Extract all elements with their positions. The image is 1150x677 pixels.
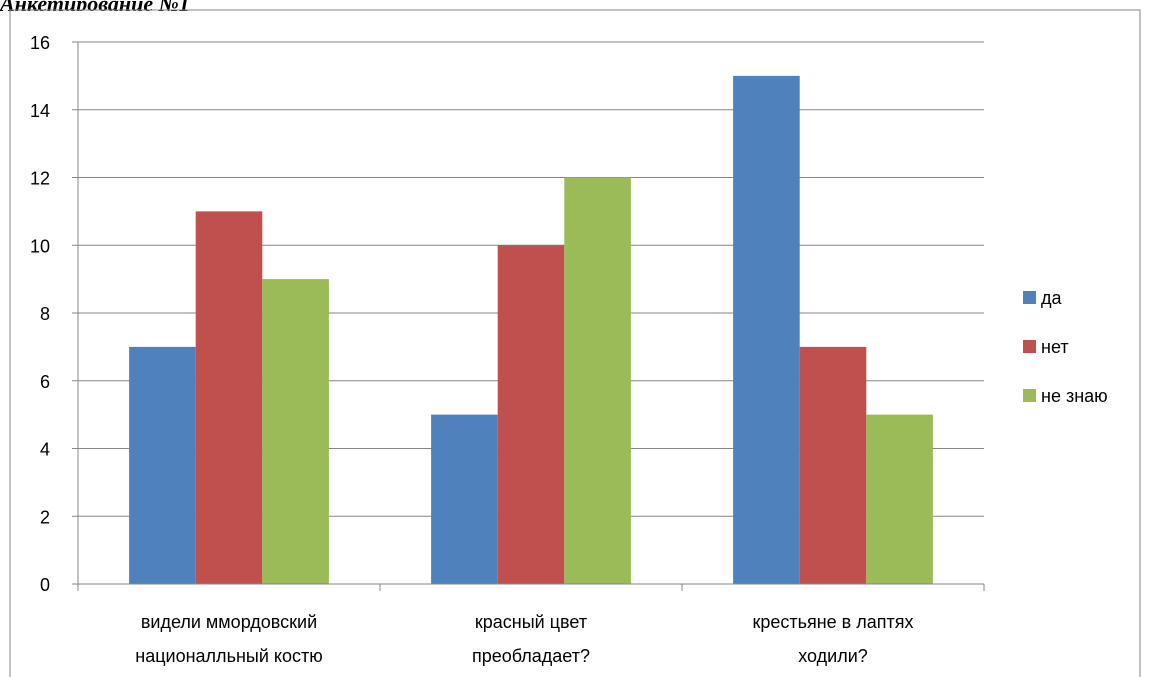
legend-label: да bbox=[1041, 288, 1063, 308]
y-tick-label: 6 bbox=[40, 372, 50, 392]
legend-swatch bbox=[1023, 291, 1036, 304]
bar-2-1 bbox=[799, 346, 867, 584]
legend-swatch bbox=[1023, 340, 1036, 353]
y-tick-label: 0 bbox=[40, 575, 50, 595]
x-category-label: националльный костю bbox=[135, 646, 322, 666]
bar-0-1 bbox=[195, 211, 263, 584]
bar-1-2 bbox=[564, 177, 631, 584]
chart-area-border bbox=[9, 9, 1141, 677]
legend-swatch bbox=[1023, 389, 1036, 402]
y-tick-label: 14 bbox=[30, 101, 50, 121]
bar-0-2 bbox=[262, 279, 329, 584]
y-tick-label: 4 bbox=[40, 440, 50, 460]
x-category-label: красный цвет bbox=[475, 612, 587, 632]
legend-label: нет bbox=[1041, 337, 1069, 357]
bar-2-0 bbox=[733, 75, 800, 584]
bar-1-0 bbox=[431, 414, 498, 584]
bar-0-0 bbox=[129, 346, 196, 584]
bars bbox=[129, 75, 933, 584]
bar-2-2 bbox=[866, 414, 933, 584]
y-tick-label: 16 bbox=[30, 33, 50, 53]
x-category-labels: видели ммордовский националльный костю кра… bbox=[135, 612, 913, 666]
x-category-label: видели ммордовский bbox=[141, 612, 317, 632]
y-tick-label: 8 bbox=[40, 304, 50, 324]
y-tick-label: 10 bbox=[30, 236, 50, 256]
x-category-label: ходили? bbox=[798, 646, 868, 666]
legend: да нет не знаю bbox=[1023, 288, 1108, 406]
y-tick-label: 12 bbox=[30, 169, 50, 189]
x-category-label: преобладает? bbox=[472, 646, 590, 666]
y-tick-labels: 0 2 4 6 8 10 12 14 16 bbox=[30, 33, 50, 595]
axes bbox=[72, 41, 985, 591]
document-heading: Анкетирование №1 bbox=[0, 0, 190, 11]
x-category-label: крестьяне в лаптях bbox=[752, 612, 913, 632]
y-tick-label: 2 bbox=[40, 507, 50, 527]
bar-1-1 bbox=[497, 245, 565, 584]
legend-label: не знаю bbox=[1041, 386, 1108, 406]
